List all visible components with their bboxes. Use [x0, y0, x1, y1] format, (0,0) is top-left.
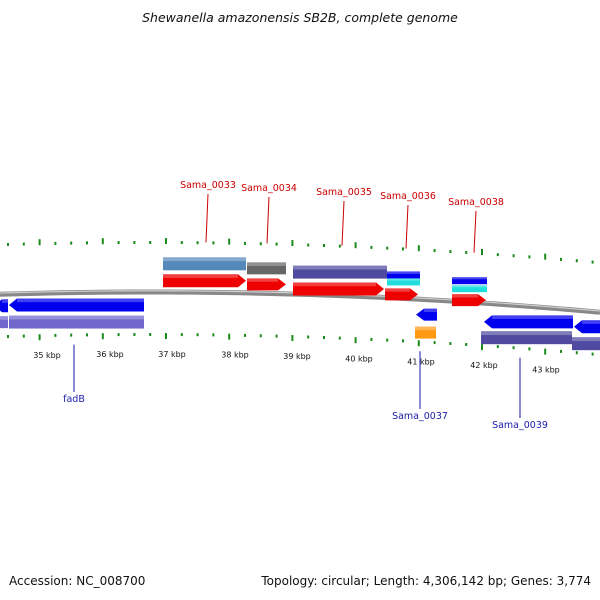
- gene-label-top: Sama_0034: [241, 183, 297, 194]
- cds-arrow-left: [0, 299, 8, 313]
- cds-arrow-right: [574, 320, 600, 334]
- kbp-label: 38 kbp: [221, 351, 249, 360]
- gene-bar-sama-0038: [452, 277, 487, 285]
- gene-bar-sama-0037: [415, 326, 436, 339]
- gene-label-top: Sama_0033: [180, 180, 236, 191]
- gene-label-top: Sama_0036: [380, 191, 436, 202]
- callout-line: [266, 196, 270, 244]
- gene-bar-sama-0034: [247, 262, 286, 275]
- gene-bar-right: [572, 337, 600, 351]
- kbp-label: 37 kbp: [158, 350, 186, 359]
- gene-label-top: Sama_0038: [448, 197, 504, 208]
- gene-bar-sama-0038-rna: [452, 285, 487, 293]
- callout-line: [405, 204, 409, 249]
- gene-label-top: Sama_0035: [316, 187, 372, 198]
- gene-label-bottom: Sama_0037: [392, 411, 448, 422]
- lower-tick-track: [7, 333, 594, 356]
- cds-arrow-sama-0039: [484, 315, 573, 329]
- feature-track: [0, 257, 600, 351]
- kbp-label: 39 kbp: [283, 352, 311, 361]
- genome-stats-label: Topology: circular; Length: 4,306,142 bp…: [261, 574, 591, 588]
- gene-bar-sama-0036: [387, 271, 420, 280]
- map-title: Shewanella amazonensis SB2B, complete ge…: [142, 10, 458, 25]
- gene-bar-sama-0039: [481, 331, 572, 345]
- kbp-label: 42 kbp: [470, 361, 498, 370]
- kbp-label: 36 kbp: [96, 350, 124, 359]
- gene-bar-fadb: [9, 315, 144, 329]
- cds-arrow-sama-0035: [293, 282, 384, 296]
- kbp-label: 43 kbp: [532, 366, 560, 375]
- cds-arrow-sama-0036: [385, 288, 418, 301]
- kbp-label: 40 kbp: [345, 354, 373, 363]
- gene-bar-left: [0, 316, 8, 329]
- cds-arrow-sama-0037: [416, 308, 437, 321]
- accession-label: Accession: NC_008700: [9, 574, 146, 588]
- gene-bar-sama-0036-rna: [387, 278, 420, 286]
- cds-arrow-sama-0034: [247, 278, 286, 291]
- kbp-label: 41 kbp: [407, 357, 435, 366]
- gene-bar-sama-0035: [293, 265, 387, 279]
- upper-tick-track: [7, 238, 594, 264]
- gene-bar-sama-0033: [163, 257, 246, 271]
- cds-arrow-sama-0033: [163, 274, 246, 288]
- gene-callouts: Sama_0033 Sama_0034 Sama_0035 Sama_0036 Sama…: [63, 180, 548, 431]
- gene-label-bottom: Sama_0039: [492, 420, 548, 431]
- kbp-scale: 35 kbp 36 kbp 37 kbp 38 kbp 39 kbp 40 kbp 41 k…: [33, 350, 560, 375]
- cds-arrow-sama-0038: [452, 294, 486, 307]
- callout-line: [205, 193, 209, 243]
- cds-arrow-fadb: [9, 298, 144, 312]
- kbp-label: 35 kbp: [33, 351, 61, 360]
- callout-line: [473, 210, 477, 253]
- gene-label-bottom: fadB: [63, 394, 85, 405]
- callout-line: [341, 200, 345, 246]
